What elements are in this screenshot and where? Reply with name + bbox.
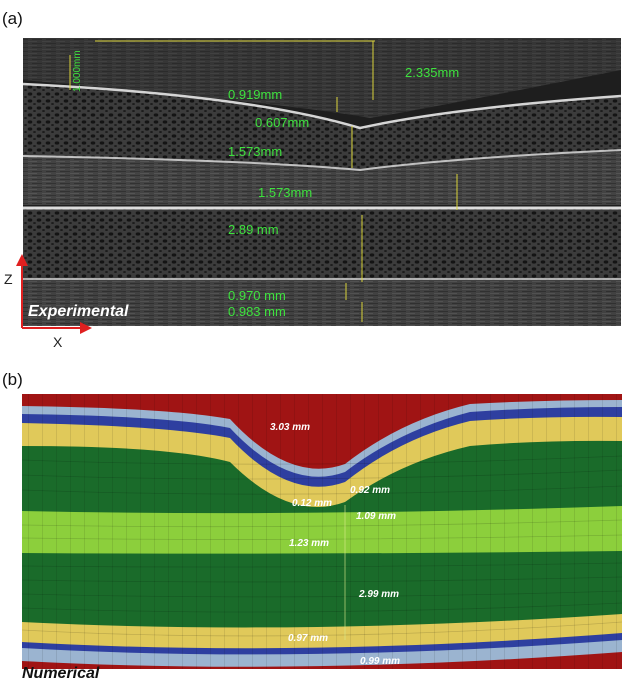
meas-a-7: 0.983 mm bbox=[228, 304, 286, 319]
panel-b: (b) bbox=[2, 370, 622, 683]
meas-a-3: 1.573mm bbox=[228, 144, 282, 159]
axis-indicator: Z X bbox=[4, 254, 92, 350]
ct-scan-image: 1.000mm 2.335mm 0.919mm 0.607mm 1.573mm … bbox=[23, 38, 621, 326]
meas-b-5: 2.99 mm bbox=[358, 589, 399, 600]
meas-a-6: 0.970 mm bbox=[228, 288, 286, 303]
meas-a-4: 1.573mm bbox=[258, 185, 312, 200]
panel-a-label: (a) bbox=[2, 9, 23, 28]
panel-b-label: (b) bbox=[2, 370, 23, 389]
experimental-tag: Experimental bbox=[28, 303, 129, 320]
meas-b-2: 0.92 mm bbox=[350, 485, 390, 496]
meas-b-6: 0.97 mm bbox=[288, 633, 328, 644]
meas-b-1: 0.12 mm bbox=[292, 498, 332, 509]
numerical-tag: Numerical bbox=[22, 665, 100, 682]
axis-z-label: Z bbox=[4, 271, 13, 287]
fe-model-image: 3.03 mm 0.12 mm 0.92 mm 1.09 mm 1.23 mm … bbox=[22, 394, 622, 669]
meas-b-7: 0.99 mm bbox=[360, 656, 400, 667]
panel-a: (a) bbox=[2, 9, 621, 350]
meas-b-0: 3.03 mm bbox=[270, 422, 310, 433]
meas-a-2: 0.607mm bbox=[255, 115, 309, 130]
meas-b-4: 1.23 mm bbox=[289, 538, 329, 549]
axis-x-label: X bbox=[53, 334, 63, 350]
scale-bar-label: 1.000mm bbox=[72, 50, 83, 92]
meas-a-5: 2.89 mm bbox=[228, 222, 279, 237]
meas-b-3: 1.09 mm bbox=[356, 511, 396, 522]
meas-a-0: 2.335mm bbox=[405, 65, 459, 80]
meas-a-1: 0.919mm bbox=[228, 87, 282, 102]
